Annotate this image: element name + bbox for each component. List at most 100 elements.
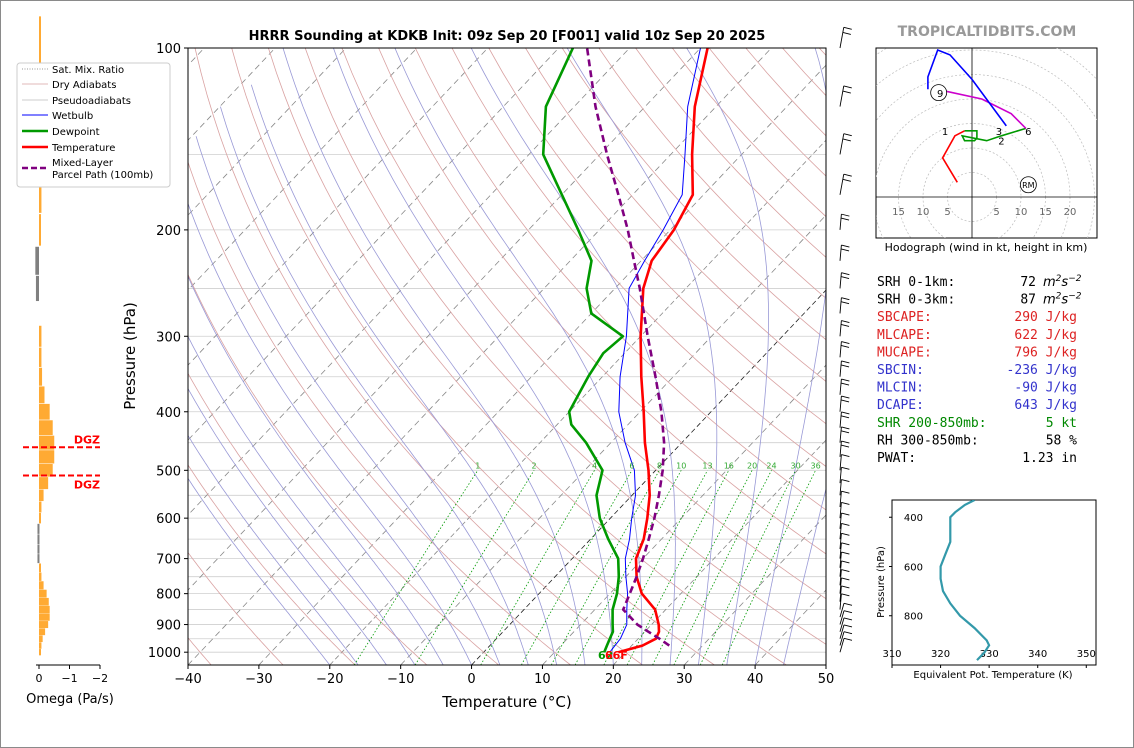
mixing-ratio-label: 8 [657, 461, 662, 470]
wind-barb-flag [841, 244, 850, 248]
mixing-ratio-label: 13 [702, 461, 712, 470]
wind-barb-flag [840, 345, 850, 348]
theta-e-plot [939, 500, 991, 661]
omega-bar [39, 621, 49, 629]
index-value: 72 [1020, 275, 1036, 290]
x-tick-label: −40 [174, 672, 201, 687]
isotherm-line [683, 514, 826, 665]
wind-barb-flag [843, 602, 853, 606]
legend-label: Temperature [51, 143, 115, 154]
dry-adiabat [188, 273, 499, 665]
index-value: 290 J/kg [1014, 310, 1077, 325]
wind-barb-flag [841, 360, 850, 364]
mixing-ratio-label: 24 [766, 461, 776, 470]
dry-adiabat [561, 48, 826, 341]
skewt-profiles [541, 48, 709, 654]
legend-label: Sat. Mix. Ratio [52, 65, 124, 76]
mixing-ratio-line [414, 470, 535, 665]
legend: Sat. Mix. Ratio Dry Adiabats Pseudoadiabat… [16, 62, 171, 188]
mixing-ratio-label: 36 [811, 461, 821, 470]
wind-barb [839, 411, 842, 428]
wind-barb-flag [843, 610, 853, 614]
mixing-ratio-line [721, 470, 816, 665]
omega-bar [39, 642, 42, 649]
omega-bar [39, 628, 46, 636]
wind-barb-flag [843, 173, 852, 177]
wind-barb-flag [840, 399, 850, 403]
omega-bar [39, 464, 53, 477]
mixing-ratio-label: 1 [475, 461, 480, 470]
storm-motion-marker [1019, 176, 1037, 194]
index-label: SBCAPE: [877, 310, 932, 325]
index-value: 796 J/kg [1014, 345, 1077, 360]
y-tick-label: 900 [156, 619, 181, 634]
parcel-path-line [585, 48, 671, 647]
isotherm-line [471, 289, 826, 665]
pseudoadiabat [188, 477, 331, 665]
wind-barb-flag [842, 178, 851, 182]
pseudoadiabat [188, 202, 472, 665]
wind-barb [839, 491, 842, 508]
index-label: MLCAPE: [877, 328, 932, 343]
index-value: 58 % [1046, 433, 1077, 448]
wind-barb [839, 552, 842, 568]
index-value: 643 J/kg [1014, 398, 1077, 413]
wind-barb [839, 523, 842, 540]
omega-bar [37, 534, 40, 545]
mixing-ratio-label: 6 [629, 461, 634, 470]
dry-adiabat [598, 48, 826, 299]
hodograph-height-marker [930, 84, 948, 102]
omega-bar [35, 275, 39, 302]
dry-adiabat [525, 48, 826, 382]
wind-barb-flag [841, 479, 850, 483]
omega-bar [39, 367, 43, 386]
wind-barb-flag [841, 501, 850, 505]
x-tick-label: 10 [534, 672, 551, 687]
wind-barb [839, 631, 845, 646]
mixing-ratio-line [480, 470, 595, 665]
hodograph-tick-label: 15 [892, 207, 905, 218]
wind-barb-flag [840, 248, 850, 252]
theta-e-y-axis-label: Pressure (hPa) [876, 546, 887, 618]
wind-barb-flag [841, 551, 850, 555]
mixing-ratio-line [353, 470, 479, 665]
wind-barb-flag [841, 341, 850, 344]
omega-bar [39, 613, 50, 621]
dewpoint-line [541, 48, 625, 653]
y-tick-label: 500 [156, 464, 181, 479]
hodograph-title: Hodograph (wind in kt, height in km) [885, 241, 1088, 254]
omega-bar [39, 16, 41, 80]
wind-barb [839, 624, 845, 639]
wind-barb [839, 360, 842, 377]
isotherm-line [188, 48, 701, 591]
wind-barb-flag [843, 26, 852, 30]
hodograph-line [927, 48, 1007, 127]
index-value: 87 [1020, 293, 1036, 308]
wind-barb-flag [841, 297, 850, 301]
y-tick-label: 100 [156, 42, 181, 57]
isotherm-line [329, 139, 826, 665]
wind-barb-flag [843, 617, 853, 621]
pseudoadiabat [188, 275, 444, 665]
dry-adiabat [194, 48, 643, 665]
pseudoadiabat [394, 48, 643, 665]
x-tick-label: 0 [467, 672, 475, 687]
omega-bar [39, 386, 45, 404]
storm-motion-label: RM [1022, 181, 1035, 190]
wind-barb-flag [841, 560, 850, 564]
hodograph-tick-label: 10 [1015, 207, 1028, 218]
wind-barb-flag [841, 593, 850, 597]
wind-barb-flag [840, 382, 850, 386]
omega-bar [39, 605, 50, 614]
theta-e-x-axis-label: Equivalent Pot. Temperature (K) [913, 670, 1072, 681]
x-tick-label: 40 [747, 672, 764, 687]
wind-barb [839, 85, 845, 107]
wind-barb-flag [840, 444, 850, 448]
wind-barb [839, 479, 842, 496]
mixing-ratio-label: 10 [676, 461, 686, 470]
mixing-ratio-line [699, 470, 796, 665]
wind-barb-flag [840, 324, 850, 327]
wind-barb-flag [840, 276, 850, 280]
index-label: SRH 0-1km: [877, 275, 955, 290]
surface-dewpoint-label: 62 [598, 649, 613, 662]
